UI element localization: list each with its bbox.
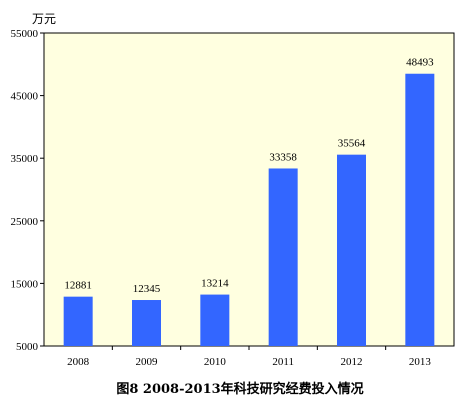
x-tick-label: 2008 xyxy=(67,356,90,368)
bar-data-label: 12345 xyxy=(133,283,161,295)
bars-group: 12881 12345 13214 33358 35564 48493 xyxy=(63,57,435,346)
bar xyxy=(132,300,161,346)
plot-area xyxy=(43,32,455,347)
y-tick-label: 55000 xyxy=(11,28,39,40)
bar-data-label: 35564 xyxy=(338,138,366,150)
bar xyxy=(337,154,366,346)
y-tick-label: 5000 xyxy=(16,341,39,353)
bar-data-label: 48493 xyxy=(406,57,434,69)
y-axis-ticks: 5000 15000 25000 35000 45000 55000 xyxy=(11,28,44,353)
bar xyxy=(405,73,435,346)
y-tick-label: 15000 xyxy=(11,278,39,290)
y-tick-label: 35000 xyxy=(11,153,39,165)
x-tick-label: 2010 xyxy=(204,356,227,368)
y-tick-label: 25000 xyxy=(11,216,39,228)
bar-data-label: 12881 xyxy=(64,280,92,292)
bar-data-label: 13214 xyxy=(201,278,229,290)
x-axis-ticks: 2008 2009 2010 2011 2012 2013 xyxy=(67,346,431,368)
bar xyxy=(200,294,230,346)
y-tick-label: 45000 xyxy=(11,91,39,103)
x-tick-label: 2012 xyxy=(341,356,363,368)
chart-caption: 图8 2008-2013年科技研究经费投入情况 xyxy=(116,381,363,397)
y-axis-unit-label: 万元 xyxy=(32,12,56,26)
bar xyxy=(268,168,298,346)
x-tick-label: 2011 xyxy=(272,356,294,368)
bar-data-label: 33358 xyxy=(269,151,297,163)
x-tick-label: 2009 xyxy=(136,356,159,368)
bar xyxy=(63,296,93,346)
x-tick-label: 2013 xyxy=(409,356,432,368)
